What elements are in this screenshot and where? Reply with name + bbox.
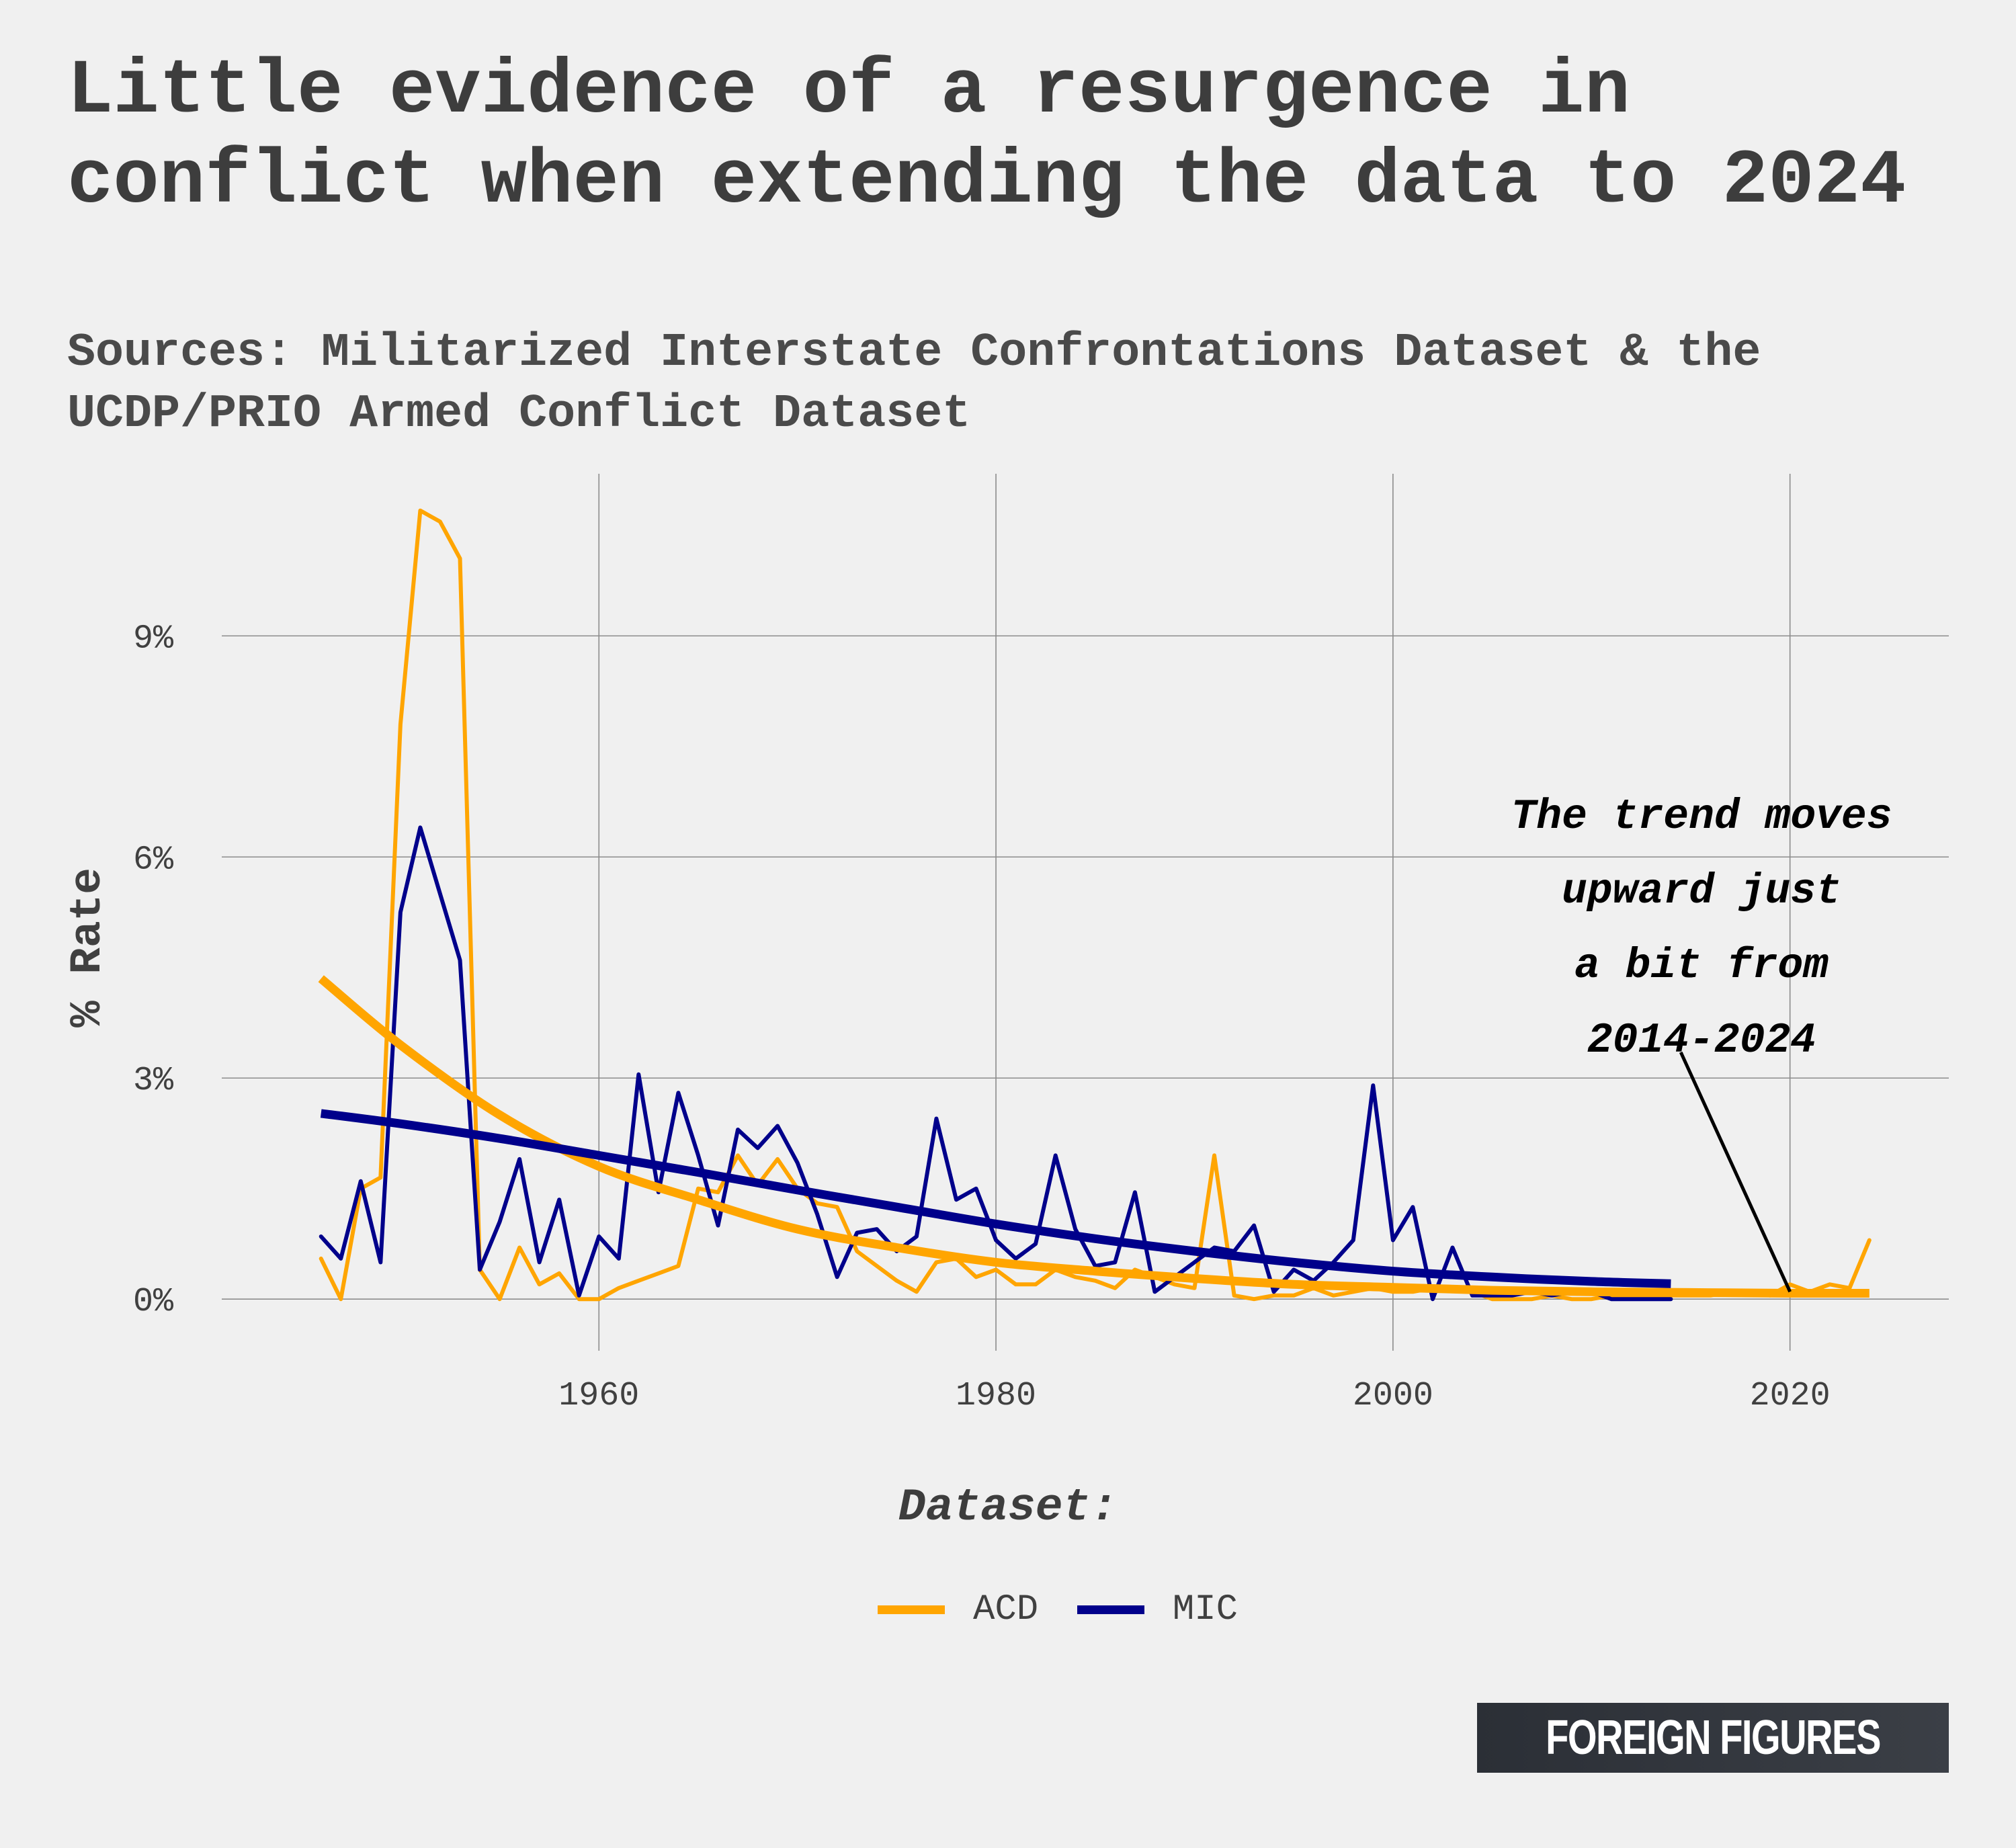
trend-lines: [318, 975, 1870, 1298]
chart-subtitle: Sources: Militarized Interstate Confront…: [67, 327, 1761, 441]
legend: Dataset: ACD MIC: [0, 1482, 2016, 1630]
legend-item-acd[interactable]: ACD: [878, 1589, 1038, 1630]
y-tick-label: 6%: [133, 841, 174, 879]
trend-line-mic: [320, 1109, 1671, 1288]
brand-logo: FOREIGN FIGURES: [1477, 1703, 1949, 1773]
brand-text: FOREIGN FIGURES: [1546, 1711, 1881, 1765]
annotation: The trend moves upward just a bit from 2014…: [1511, 793, 1892, 1293]
annotation-text-line: a bit from: [1574, 942, 1829, 990]
x-tick-label: 1980: [956, 1377, 1036, 1415]
legend-item-mic[interactable]: MIC: [1077, 1589, 1238, 1630]
y-tick-label: 0%: [133, 1283, 174, 1321]
chart-title: Little evidence of a resurgence in confl…: [67, 48, 1906, 225]
legend-title: Dataset:: [898, 1482, 1118, 1534]
axis-labels: 1960 1980 2000 2020 0% 3% 6% 9% % Rate: [62, 620, 1831, 1415]
legend-items: ACD MIC: [878, 1589, 1270, 1630]
y-tick-label: 3%: [133, 1062, 174, 1100]
legend-label-mic: MIC: [1172, 1589, 1238, 1630]
annotation-arrow: [1679, 1051, 1792, 1293]
y-axis-label: % Rate: [62, 868, 113, 1027]
x-tick-label: 2000: [1353, 1377, 1433, 1415]
grid-lines: [222, 474, 1949, 1351]
series-line-mic: [319, 825, 1673, 1302]
legend-label-acd: ACD: [973, 1589, 1039, 1630]
x-tick-label: 1960: [558, 1377, 639, 1415]
legend-swatch-acd: [878, 1605, 945, 1614]
annotation-text-line: 2014-2024: [1587, 1017, 1816, 1064]
x-tick-label: 2020: [1750, 1377, 1831, 1415]
legend-swatch-mic: [1077, 1605, 1144, 1614]
annotation-text-line: upward just: [1562, 868, 1841, 915]
y-tick-label: 9%: [133, 620, 174, 658]
annotation-text-line: The trend moves: [1511, 793, 1892, 841]
